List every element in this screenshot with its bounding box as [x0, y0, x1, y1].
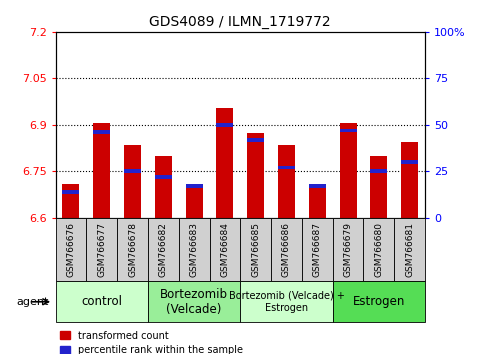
Bar [240, 218, 271, 281]
Bar [370, 170, 387, 173]
Bar [247, 132, 264, 218]
Bar [124, 170, 141, 173]
Text: agent: agent [16, 297, 48, 307]
Text: GSM766681: GSM766681 [405, 222, 414, 277]
Bar [185, 184, 202, 188]
Bar [62, 190, 79, 194]
Text: GSM766687: GSM766687 [313, 222, 322, 277]
Bar [210, 218, 240, 281]
Bar [148, 281, 241, 322]
Text: control: control [81, 295, 122, 308]
Text: GSM766677: GSM766677 [97, 222, 106, 277]
Bar [124, 145, 141, 218]
Bar [185, 184, 202, 218]
Bar [364, 218, 394, 281]
Bar [309, 184, 326, 188]
Text: GSM766685: GSM766685 [251, 222, 260, 277]
Text: GSM766678: GSM766678 [128, 222, 137, 277]
Bar [56, 218, 86, 281]
Text: Bortezomib (Velcade) +
Estrogen: Bortezomib (Velcade) + Estrogen [228, 291, 344, 313]
Text: GSM766683: GSM766683 [190, 222, 199, 277]
Bar [278, 166, 295, 169]
Text: GSM766676: GSM766676 [67, 222, 75, 277]
Text: GSM766679: GSM766679 [343, 222, 353, 277]
Bar [333, 218, 364, 281]
Bar [340, 123, 356, 218]
Bar [93, 130, 110, 134]
Bar [56, 281, 148, 322]
Bar [370, 156, 387, 218]
Bar [62, 184, 79, 218]
Bar [179, 218, 210, 281]
Text: GSM766680: GSM766680 [374, 222, 384, 277]
Bar [117, 218, 148, 281]
Bar [216, 123, 233, 127]
Bar [148, 218, 179, 281]
Bar [333, 281, 425, 322]
Title: GDS4089 / ILMN_1719772: GDS4089 / ILMN_1719772 [149, 16, 331, 29]
Bar [240, 281, 333, 322]
Bar [155, 175, 172, 179]
Bar [302, 218, 333, 281]
Text: GSM766686: GSM766686 [282, 222, 291, 277]
Bar [401, 142, 418, 218]
Legend: transformed count, percentile rank within the sample: transformed count, percentile rank withi… [60, 331, 243, 354]
Text: Bortezomib
(Velcade): Bortezomib (Velcade) [160, 288, 228, 316]
Bar [247, 138, 264, 142]
Bar [278, 145, 295, 218]
Text: Estrogen: Estrogen [353, 295, 405, 308]
Text: GSM766682: GSM766682 [159, 222, 168, 277]
Bar [155, 156, 172, 218]
Text: GSM766684: GSM766684 [220, 222, 229, 277]
Bar [271, 218, 302, 281]
Bar [86, 218, 117, 281]
Bar [340, 129, 356, 132]
Bar [93, 123, 110, 218]
Bar [394, 218, 425, 281]
Bar [309, 184, 326, 218]
Bar [401, 160, 418, 164]
Bar [216, 108, 233, 218]
